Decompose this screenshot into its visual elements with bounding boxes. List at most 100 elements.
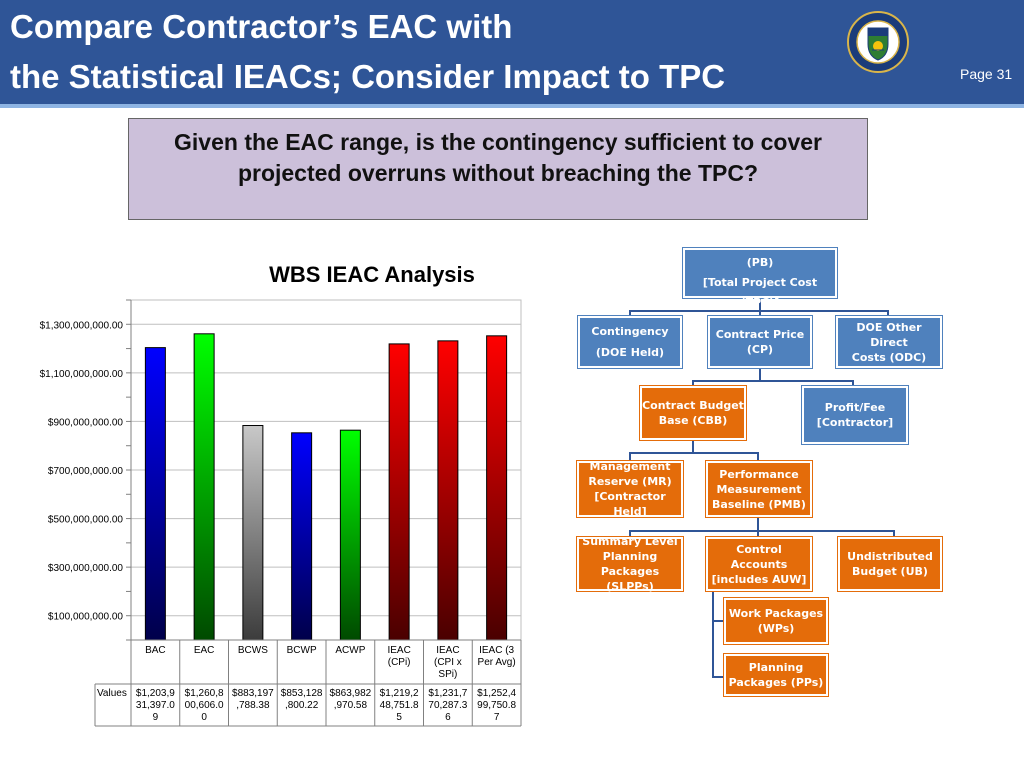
connector	[629, 530, 631, 537]
node-label: Measurement	[716, 482, 802, 496]
node-management-reserve: Management Reserve (MR) [Contractor Held…	[577, 460, 683, 518]
x-category-label: IEAC	[387, 645, 410, 656]
connector	[692, 380, 854, 382]
bar-bac	[144, 347, 166, 641]
node-label: (WPs)	[757, 622, 795, 635]
connector	[757, 452, 759, 461]
node-label: DOE Other Direct	[856, 320, 922, 349]
node-label: [Contractor]	[816, 416, 894, 429]
data-table-value: ,800.22	[285, 700, 319, 711]
node-control-accounts: Control Accounts [includes AUW]	[706, 537, 812, 591]
node-contingency: Contingency (DOE Held)	[578, 316, 682, 368]
node-label: Baseline (PMB)	[712, 497, 806, 511]
question-line-1: Given the EAC range, is the contingency …	[174, 129, 822, 155]
node-label: Management	[589, 460, 671, 473]
question-callout: Given the EAC range, is the contingency …	[128, 118, 868, 220]
node-label: Packages (SLPPs)	[600, 565, 660, 593]
connector	[712, 590, 714, 678]
node-label: Summary Level	[582, 535, 678, 548]
y-tick-label: $300,000,000.00	[48, 563, 124, 574]
y-tick-label: $700,000,000.00	[48, 466, 124, 477]
bar-bcws	[242, 425, 264, 641]
connector	[852, 380, 854, 388]
data-table-value: 6	[445, 712, 451, 723]
connector	[692, 440, 694, 453]
node-contract-budget-base: Contract Budget Base (CBB)	[640, 386, 746, 440]
node-label: Base (CBB)	[658, 414, 728, 427]
data-table-value: 5	[396, 712, 402, 723]
x-category-label: (CPi)	[388, 657, 411, 668]
bar-chart: $100,000,000.00 $300,000,000.00 $500,000,0…	[40, 299, 522, 727]
connector	[712, 676, 724, 678]
bar-ieac-cpi-	[388, 343, 410, 641]
data-table-value: $853,128	[281, 688, 323, 699]
x-category-label: SPi)	[438, 669, 457, 680]
node-label: Packages (PPs)	[728, 676, 824, 689]
node-label: Profit/Fee	[824, 401, 886, 414]
y-tick-label: $500,000,000.00	[48, 515, 124, 526]
bar-bcwp	[291, 432, 313, 641]
node-label: Work Packages	[728, 607, 824, 620]
page-title-line-2: the Statistical IEACs; Consider Impact t…	[10, 58, 726, 95]
x-category-label: IEAC	[436, 645, 459, 656]
connector	[712, 620, 724, 622]
node-label: Budget (UB)	[852, 565, 928, 578]
page-number: Page 31	[960, 66, 1013, 82]
data-table-value: ,788.38	[236, 700, 270, 711]
connector	[629, 452, 759, 454]
connector	[759, 310, 761, 318]
chart-title: WBS IEAC Analysis	[269, 262, 475, 287]
node-summary-level-planning-packages: Summary Level Planning Packages (SLPPs)	[577, 535, 683, 593]
node-label: Reserve (MR)	[588, 475, 672, 488]
data-table-value: $1,219,2	[380, 688, 419, 699]
node-label: Planning	[602, 550, 658, 563]
data-table-value: 31,397.0	[136, 700, 175, 711]
x-category-label: Per Avg)	[478, 657, 516, 668]
y-tick-label: $1,100,000,000.00	[40, 369, 124, 380]
x-category-label: BAC	[145, 645, 166, 656]
node-label: Contingency	[591, 325, 669, 338]
y-tick-label: $900,000,000.00	[48, 417, 124, 428]
title-bar: Compare Contractor’s EAC with the Statis…	[0, 0, 1024, 104]
data-table-value: $1,260,8	[185, 688, 224, 699]
x-category-label: IEAC (3	[479, 645, 514, 656]
data-table-value: 00,606.0	[185, 700, 224, 711]
x-category-label: (CPI x	[434, 657, 462, 668]
connector	[629, 452, 631, 461]
node-label: (CP)	[746, 343, 774, 356]
node-performance-baseline: Performance Baseline (PB) [Total Project…	[683, 236, 837, 309]
node-label: Costs (ODC)	[851, 350, 927, 364]
connector	[757, 530, 759, 537]
node-label: Contract Price	[715, 328, 805, 341]
bar-ieac-3-per-avg-	[486, 335, 508, 641]
data-table-value: $1,203,9	[136, 688, 175, 699]
node-work-packages: Work Packages (WPs)	[724, 598, 828, 644]
header-divider	[0, 104, 1024, 108]
connector	[692, 380, 694, 388]
data-table-value: ,970.58	[334, 700, 368, 711]
page-title-line-1: Compare Contractor’s EAC with	[10, 8, 513, 45]
connector	[757, 517, 759, 531]
node-performance-measurement-baseline: Performance Measurement Baseline (PMB)	[706, 461, 812, 517]
connector	[629, 530, 895, 532]
node-planning-packages: Planning Packages (PPs)	[724, 654, 828, 696]
table-row-label: Values	[97, 688, 127, 699]
data-table-value: 7	[494, 712, 500, 723]
bar-ieac-cpi-x-spi-	[437, 340, 459, 641]
node-contract-price: Contract Price (CP)	[708, 316, 812, 368]
data-table-value: 0	[201, 712, 207, 723]
data-table-value: 48,751.8	[380, 700, 419, 711]
connector	[629, 310, 631, 318]
node-label: [Contractor Held]	[594, 490, 666, 518]
data-table-value: $863,982	[330, 688, 372, 699]
node-label: [includes AUW]	[711, 572, 807, 586]
doe-seal-icon	[847, 11, 909, 73]
y-tick-label: $100,000,000.00	[48, 612, 124, 623]
node-label: Planning	[748, 661, 804, 674]
data-table-value: $1,252,4	[477, 688, 516, 699]
data-table-value: 99,750.8	[477, 700, 516, 711]
node-label: Performance Baseline (PB)	[692, 236, 828, 269]
connector	[887, 310, 889, 318]
node-label: Performance	[719, 467, 799, 481]
data-table-value: $1,231,7	[428, 688, 467, 699]
